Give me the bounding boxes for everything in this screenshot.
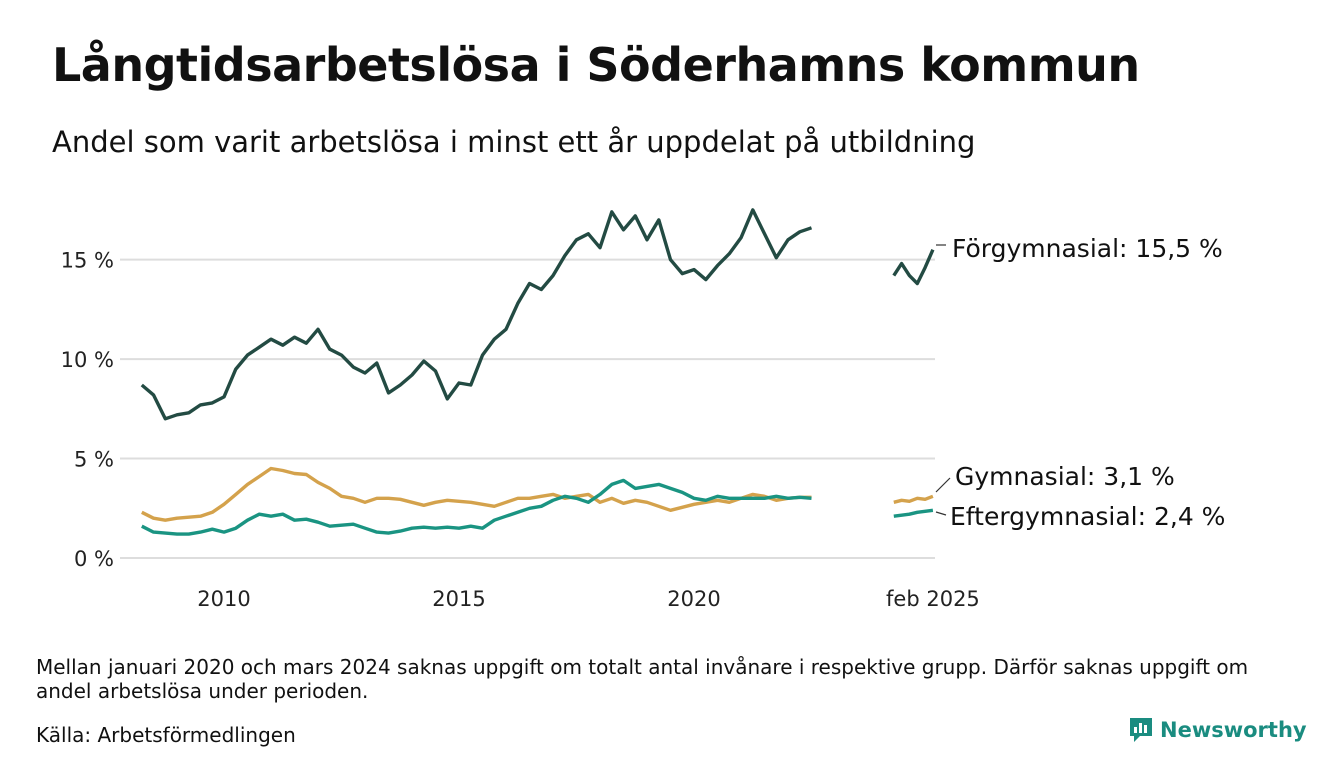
series-line-f-rgymnasial [140,208,813,421]
x-tick-label: 2020 [667,587,720,611]
series-end-label-f-rgymnasial: Förgymnasial: 15,5 % [952,234,1223,263]
series-line-recent-eftergymnasial [893,508,934,518]
series-end-label-gymnasial: Gymnasial: 3,1 % [955,462,1175,491]
brand-name: Newsworthy [1160,718,1307,742]
series-line-gymnasial [141,466,812,522]
x-tick-label: 2010 [197,587,250,611]
source-credit: Källa: Arbetsförmedlingen [36,723,296,747]
line-chart: 0 % 5 % 10 % 15 % 2010 2015 2020 feb 2025 Förgym… [61,208,1225,611]
series-line-eftergymnasial [141,478,812,536]
x-tick-label: feb 2025 [886,587,980,611]
y-tick-label: 15 % [61,249,114,273]
series-line-recent-gymnasial [893,494,934,504]
y-tick-label: 5 % [74,448,114,472]
series-line-recent-f-rgymnasial [892,249,935,286]
chart-subtitle: Andel som varit arbetslösa i minst ett å… [52,125,976,159]
series-end-label-eftergymnasial: Eftergymnasial: 2,4 % [950,502,1225,531]
brand-logo: Newsworthy [1128,716,1307,744]
y-tick-label: 0 % [74,547,114,571]
chart-title: Långtidsarbetslösa i Söderhamns kommun [52,38,1140,92]
footnote: Mellan januari 2020 och mars 2024 saknas… [36,655,1249,703]
newsworthy-logo-icon [1130,718,1152,742]
y-tick-label: 10 % [61,348,114,372]
label-leader-line [935,511,947,516]
x-tick-label: 2015 [432,587,485,611]
label-leader-line [935,477,951,493]
